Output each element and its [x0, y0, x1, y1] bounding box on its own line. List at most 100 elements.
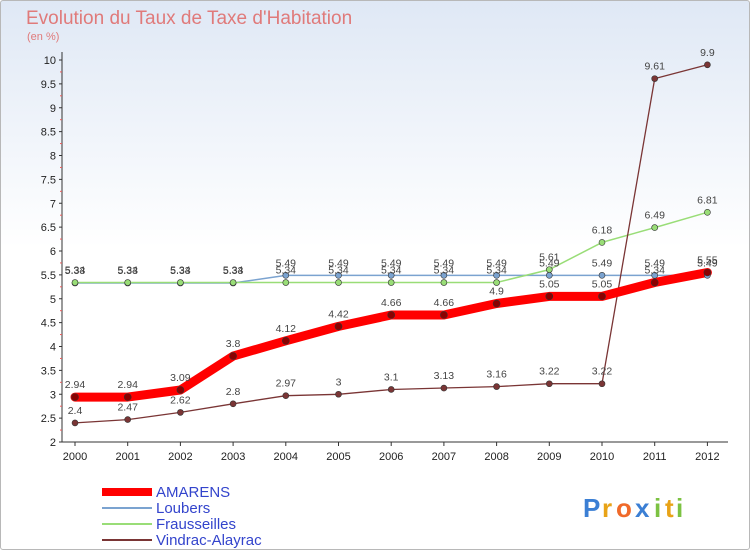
y-tick-label: 5 [50, 294, 56, 306]
data-label: 5.05 [592, 278, 613, 290]
data-point [440, 279, 448, 286]
y-tick-label: 10 [44, 55, 56, 67]
data-label: 5.49 [644, 257, 665, 269]
data-label: 3.16 [486, 369, 507, 381]
data-label: 6.18 [592, 224, 613, 236]
logo-letter: P [583, 493, 601, 523]
series-lines [70, 64, 712, 424]
data-label: 5.33 [223, 265, 244, 277]
y-tick-label: 9.5 [41, 79, 56, 91]
data-label: 5.61 [539, 252, 560, 264]
data-point [598, 292, 606, 301]
data-label: 3.13 [434, 370, 455, 382]
data-point [71, 419, 79, 427]
data-point [229, 279, 237, 286]
data-point [176, 386, 185, 394]
x-tick-label: 2002 [168, 451, 192, 463]
data-point [124, 279, 131, 286]
data-label: 3.8 [226, 338, 241, 350]
data-point [229, 400, 237, 408]
chart-subtitle: (en %) [27, 31, 59, 43]
data-label: 5.34 [486, 265, 507, 277]
data-point [281, 336, 290, 345]
data-point [334, 322, 343, 331]
data-label: 5.49 [328, 257, 349, 269]
data-label: 5.34 [276, 265, 297, 277]
data-labels: 5.33 5.33 5.33 5.33 5.49 5.49 5.49 5.49 5.49 5.49… [65, 47, 718, 417]
data-label: 5.49 [434, 257, 455, 269]
data-point [598, 272, 606, 279]
data-label: 5.34 [434, 265, 455, 277]
y-tick-label: 3 [50, 389, 56, 401]
data-label: 5.33 [65, 265, 86, 277]
data-label: 2.94 [117, 379, 138, 391]
data-point [440, 384, 448, 392]
data-label: 5.34 [381, 265, 402, 277]
data-point [545, 380, 553, 388]
x-tick-label: 2005 [326, 451, 350, 463]
data-label: 5.55 [697, 254, 718, 266]
data-point [440, 272, 448, 279]
y-tick-label: 2.5 [41, 413, 56, 425]
data-label: 5.34 [644, 265, 665, 277]
data-point [387, 311, 396, 319]
x-tick-label: 2000 [63, 451, 87, 463]
x-tick-label: 2001 [115, 451, 139, 463]
data-label: 5.49 [539, 257, 560, 269]
y-tick-label: 6.5 [41, 222, 56, 234]
data-point [492, 299, 501, 308]
data-point [177, 409, 184, 416]
y-tick-label: 9 [50, 103, 56, 115]
data-point [282, 279, 290, 286]
data-point [387, 279, 395, 286]
legend-label: Frausseilles [156, 516, 236, 533]
legend-label: Vindrac-Alayrac [156, 532, 262, 549]
x-tick-label: 2008 [484, 451, 508, 463]
y-tick-label: 2 [50, 437, 56, 449]
data-label: 2.62 [170, 394, 191, 406]
data-point [229, 352, 237, 360]
data-label: 3.22 [592, 366, 613, 378]
data-label: 6.81 [697, 194, 718, 206]
data-point [493, 272, 500, 279]
data-point [651, 224, 659, 231]
x-tick-label: 2004 [274, 451, 298, 463]
y-tick-label: 8 [50, 151, 56, 163]
data-point [71, 279, 79, 286]
series-line-vindrac-alayrac [74, 64, 709, 424]
data-label: 5.49 [592, 257, 613, 269]
data-label: 9.61 [644, 61, 665, 73]
data-point [545, 266, 553, 273]
logo-letter: i [654, 493, 662, 523]
data-label: 2.4 [68, 405, 83, 417]
data-label: 5.49 [276, 257, 297, 269]
data-label: 5.49 [697, 257, 718, 269]
x-tick-label: 2010 [590, 451, 614, 463]
data-label: 4.12 [276, 323, 297, 335]
logo-letter: r [602, 493, 613, 523]
x-tick-label: 2007 [432, 451, 456, 463]
data-label: 4.66 [434, 297, 455, 309]
data-label: 5.33 [117, 265, 138, 277]
data-label: 3.22 [539, 366, 560, 378]
y-tick-label: 3.5 [41, 365, 56, 377]
data-label: 9.9 [700, 47, 715, 59]
y-tick-label: 6 [50, 246, 56, 258]
data-label: 2.8 [226, 386, 241, 398]
data-point [651, 272, 659, 279]
data-point [493, 383, 500, 390]
x-tick-label: 2003 [221, 451, 245, 463]
data-point [598, 380, 606, 388]
logo-letter: o [616, 493, 633, 523]
y-tick-label: 7 [50, 198, 56, 210]
x-tick-label: 2011 [643, 451, 667, 463]
data-point [598, 239, 606, 246]
data-point [704, 209, 711, 216]
data-label: 5.34 [328, 265, 349, 277]
logo-letter: t [665, 493, 675, 523]
data-point [335, 390, 342, 398]
data-point [282, 272, 290, 279]
x-tick-label: 2009 [537, 451, 561, 463]
y-tick-label: 7.5 [41, 174, 56, 186]
data-label: 5.34 [170, 265, 191, 277]
